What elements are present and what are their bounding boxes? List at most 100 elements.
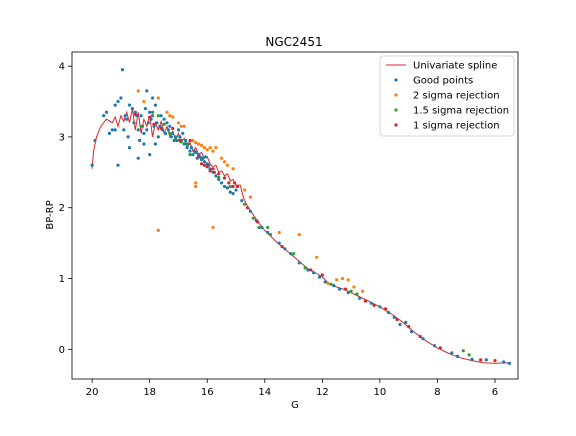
sigma15-rejection-point — [139, 124, 143, 128]
good-point — [484, 358, 488, 362]
sigma1-rejection-point — [222, 176, 227, 180]
good-point — [110, 128, 114, 132]
good-point — [507, 361, 511, 365]
good-point — [184, 138, 188, 143]
sigma2-rejection-point — [297, 233, 301, 237]
good-point — [119, 96, 123, 100]
good-point — [148, 110, 152, 114]
sigma1-rejection-point — [280, 245, 284, 249]
good-point — [176, 128, 181, 132]
sigma1-rejection-point — [212, 170, 216, 174]
good-point — [317, 275, 322, 279]
sigma1-rejection-point — [211, 167, 215, 171]
good-point — [312, 271, 316, 275]
good-point — [332, 284, 336, 288]
sigma1-rejection-point — [256, 220, 260, 224]
good-point — [470, 357, 474, 361]
x-axis-label: G — [291, 400, 299, 411]
good-point — [433, 344, 437, 348]
good-point — [148, 153, 152, 157]
sigma2-rejection-point — [194, 181, 198, 185]
good-point — [146, 121, 150, 125]
x-tick-label: 16 — [201, 387, 214, 398]
sigma2-rejection-point — [171, 115, 175, 119]
good-point — [378, 305, 382, 309]
good-point — [142, 142, 146, 146]
good-point — [323, 280, 327, 284]
sigma2-rejection-point — [194, 184, 198, 189]
good-point — [201, 156, 205, 160]
sigma1-rejection-point — [231, 184, 235, 189]
y-axis-label: BP-RP — [45, 200, 56, 229]
good-point — [123, 114, 127, 118]
legend-label: 1 sigma rejection — [413, 121, 500, 132]
sigma2-rejection-point — [277, 230, 281, 235]
legend-label: Univariate spline — [413, 61, 497, 72]
sigma1-rejection-point — [178, 138, 182, 143]
sigma1-rejection-point — [395, 317, 399, 322]
good-point — [231, 192, 235, 196]
good-point — [127, 103, 132, 107]
sigma2-rejection-points — [136, 89, 365, 293]
legend-marker-swatch — [394, 123, 398, 127]
good-points — [90, 68, 511, 365]
good-point — [338, 287, 342, 291]
legend-label: 2 sigma rejection — [413, 91, 500, 102]
sigma2-rejection-point — [361, 289, 365, 293]
sigma15-rejection-points — [139, 110, 471, 357]
axes-frame — [71, 51, 519, 380]
sigma2-rejection-point — [197, 142, 201, 146]
good-point — [450, 351, 454, 355]
sigma15-rejection-point — [162, 122, 166, 126]
legend-box — [379, 55, 515, 137]
sigma1-rejection-point — [199, 162, 204, 166]
sigma2-rejection-point — [194, 141, 198, 145]
good-point — [142, 131, 146, 135]
good-point — [421, 337, 425, 341]
good-point — [107, 131, 111, 135]
sigma2-rejection-point — [165, 110, 169, 114]
good-point — [120, 68, 124, 72]
good-point — [116, 99, 120, 104]
good-point — [392, 315, 396, 319]
sigma2-rejection-point — [182, 124, 186, 128]
good-point — [168, 124, 172, 128]
good-point — [145, 89, 149, 93]
good-point — [151, 96, 155, 100]
good-point — [297, 261, 301, 265]
sigma1-rejection-point — [202, 163, 206, 167]
sigma2-rejection-point — [231, 167, 235, 171]
sigma2-rejection-point — [340, 276, 345, 281]
sigma1-rejection-point — [309, 268, 313, 272]
sigma1-rejection-point — [438, 346, 442, 350]
sigma2-rejection-point — [156, 96, 160, 100]
sigma1-rejection-point — [479, 358, 483, 362]
sigma2-rejection-point — [142, 99, 146, 104]
x-tick-label: 8 — [434, 387, 440, 398]
sigma2-rejection-point — [214, 146, 218, 150]
sigma1-rejection-point — [233, 181, 237, 185]
legend-marker-swatch — [394, 78, 398, 82]
sigma15-rejection-point — [349, 289, 353, 293]
sigma15-rejection-point — [292, 252, 296, 256]
sigma1-rejection-point — [171, 126, 175, 130]
good-point — [116, 163, 120, 167]
sigma1-rejection-point — [363, 299, 368, 303]
sigma15-rejection-point — [467, 353, 471, 357]
good-point — [138, 138, 142, 143]
x-axis-ticks: 20 18 16 14 12 10 8 6 — [86, 379, 498, 398]
sigma2-rejection-point — [243, 188, 247, 192]
good-point — [153, 142, 157, 146]
sigma15-rejection-point — [185, 142, 189, 146]
sigma2-rejection-point — [211, 225, 215, 230]
sigma1-rejection-point — [372, 303, 376, 307]
sigma2-rejection-point — [352, 285, 356, 289]
good-point — [139, 114, 143, 118]
sigma2-rejection-point — [208, 146, 212, 150]
sigma1-rejection-point — [407, 325, 411, 329]
good-point — [260, 225, 264, 230]
sigma1-rejection-point — [320, 273, 324, 277]
sigma1-rejection-point — [148, 115, 152, 119]
good-point — [204, 155, 208, 159]
good-point — [234, 188, 238, 192]
